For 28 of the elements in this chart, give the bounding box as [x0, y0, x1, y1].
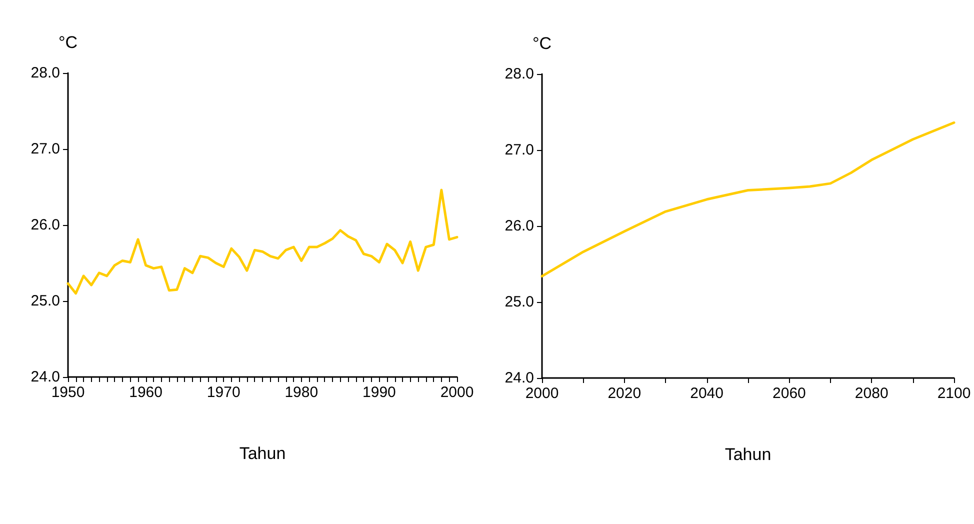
y-axis-title: °C — [58, 33, 78, 52]
x-tick-label: 1970 — [206, 384, 240, 401]
x-tick-label: 2000 — [525, 385, 559, 402]
y-tick-label: 24.0 — [504, 370, 534, 386]
x-tick-label: 1980 — [284, 384, 318, 401]
x-tick-label: 1960 — [129, 384, 162, 401]
x-tick-label: 2060 — [772, 385, 806, 402]
y-tick-label: 28.0 — [504, 66, 534, 82]
y-axis-title: °C — [532, 34, 552, 53]
x-tick-label: 2100 — [937, 385, 971, 402]
y-tick-label: 25.0 — [504, 294, 534, 310]
y-tick-label: 27.0 — [504, 142, 534, 158]
x-tick-label: 1990 — [362, 384, 396, 401]
x-axis-title: Tahun — [724, 445, 772, 464]
y-tick-label: 28.0 — [30, 64, 60, 82]
y-tick-label: 26.0 — [504, 218, 534, 234]
x-tick-label: 2080 — [854, 385, 888, 402]
x-tick-label: 1950 — [51, 384, 85, 401]
x-tick-label: 2020 — [608, 385, 642, 402]
y-tick-label: 27.0 — [30, 140, 60, 158]
x-tick-label: 2000 — [440, 384, 474, 401]
x-tick-label: 2040 — [690, 385, 724, 402]
y-tick-label: 24.0 — [30, 368, 60, 386]
line-series — [540, 121, 956, 278]
y-tick-label: 25.0 — [30, 292, 60, 310]
line-series — [66, 188, 458, 295]
x-axis-title: Tahun — [239, 444, 286, 463]
y-tick-label: 26.0 — [30, 216, 60, 234]
